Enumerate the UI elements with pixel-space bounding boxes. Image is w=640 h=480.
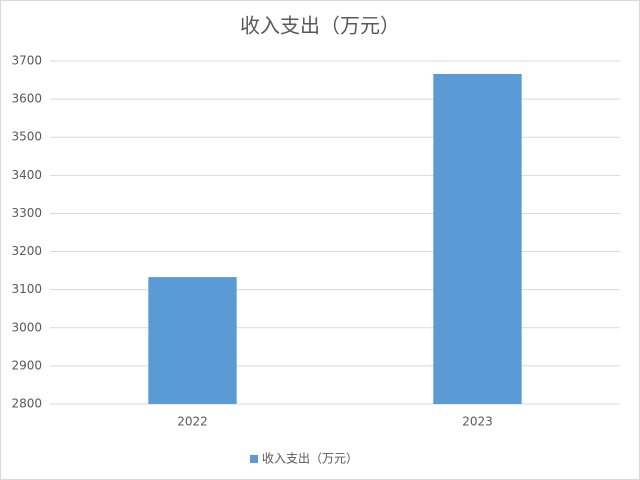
x-tick-label: 2023: [462, 415, 493, 429]
x-tick-label: 2022: [177, 415, 208, 429]
y-tick-label: 3300: [11, 206, 42, 220]
y-tick-label: 3100: [11, 282, 42, 296]
legend-swatch: [250, 455, 258, 463]
y-tick-label: 3500: [11, 130, 42, 144]
bar: [433, 73, 522, 405]
y-tick-label: 3000: [11, 320, 42, 334]
y-tick-label: 2800: [11, 397, 42, 411]
y-tick-label: 3700: [11, 54, 42, 68]
y-tick-label: 3600: [11, 92, 42, 106]
bar: [148, 277, 237, 404]
y-tick-label: 2900: [11, 358, 42, 372]
legend-label: 收入支出（万元）: [262, 452, 358, 466]
chart-title: 收入支出（万元）: [240, 14, 400, 38]
y-tick-label: 3400: [11, 168, 42, 182]
y-tick-label: 3200: [11, 244, 42, 258]
